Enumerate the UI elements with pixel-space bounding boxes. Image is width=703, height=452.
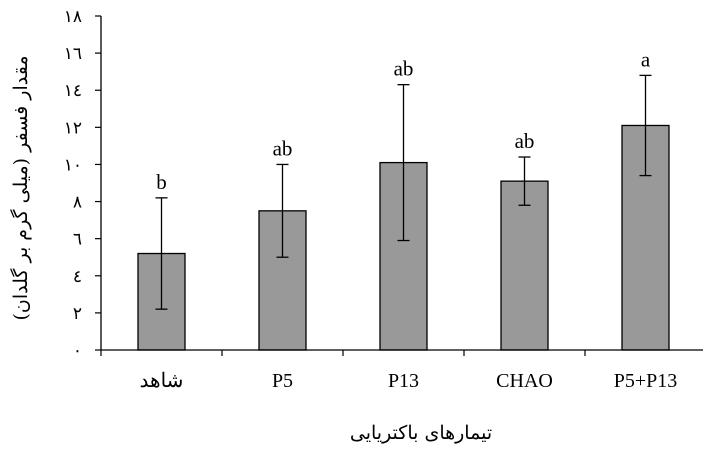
- x-category-label: P13: [388, 370, 419, 392]
- y-tick-label: ۱۸: [64, 7, 82, 27]
- y-tick-label: ٤: [73, 267, 82, 287]
- bar: [500, 180, 549, 351]
- y-tick-label: ۱۰: [64, 155, 82, 175]
- y-tick-label: ۱٤: [64, 81, 82, 101]
- x-axis-title: تیمارهای باکتریایی: [350, 422, 492, 444]
- x-category-label: P5+P13: [614, 370, 678, 392]
- x-category-label: P5: [272, 370, 293, 392]
- y-tick-label: ٦: [73, 230, 82, 250]
- y-tick-label: ٨: [73, 193, 82, 213]
- axes-layer: ۰ ۲ ٤ ٦ ٨ ۱۰ ۱۲ ۱٤ ۱٦ ۱۸ شاهد P5 P13 CHAO P5+P13: [64, 7, 703, 392]
- x-category-label: CHAO: [496, 370, 553, 392]
- bars-layer: b ab ab ab a: [137, 47, 670, 351]
- y-tick-label: ۱۲: [64, 118, 82, 138]
- y-tick-label: ۱٦: [64, 44, 82, 64]
- y-axis-title: مقدار فسفر (میلی گرم بر گلدان): [9, 55, 32, 320]
- significance-label: ab: [515, 129, 535, 153]
- significance-label: a: [641, 47, 651, 71]
- y-tick-label: ۲: [73, 304, 82, 324]
- significance-label: b: [156, 170, 167, 194]
- x-category-label: شاهد: [140, 370, 184, 392]
- significance-label: ab: [273, 136, 293, 160]
- significance-label: ab: [394, 57, 414, 81]
- y-tick-label: ۰: [73, 341, 82, 361]
